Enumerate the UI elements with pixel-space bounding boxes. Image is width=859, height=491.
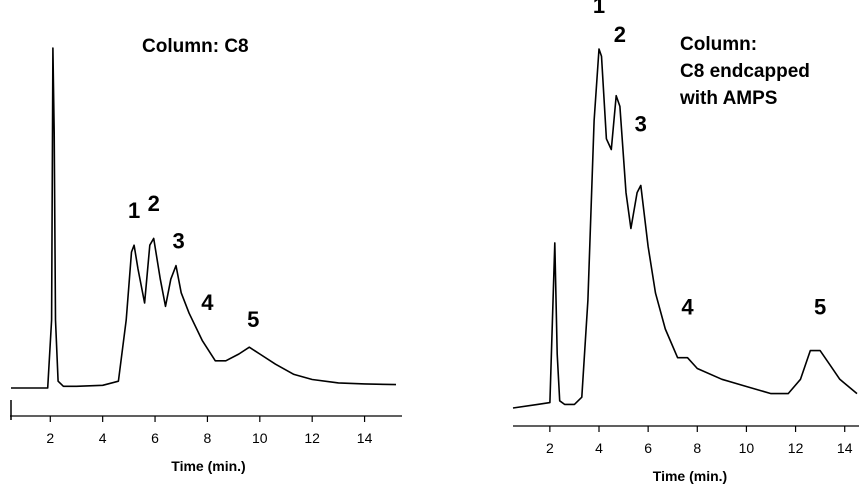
- peak-label: 3: [635, 112, 647, 137]
- x-tick-label: 14: [357, 430, 373, 446]
- x-tick-label: 12: [304, 430, 320, 446]
- peak-label: 4: [201, 290, 214, 315]
- x-axis-label: Time (min.): [171, 458, 245, 474]
- x-tick-label: 2: [46, 430, 54, 446]
- peak-label: 3: [172, 229, 184, 254]
- chart-title-line: Column: C8: [142, 36, 249, 57]
- chromatogram-trace: [512, 48, 858, 409]
- x-tick-label: 8: [204, 430, 212, 446]
- x-tick-label: 6: [151, 430, 159, 446]
- peak-label: 2: [148, 191, 160, 216]
- x-tick-label: 4: [595, 440, 603, 456]
- x-tick-label: 6: [644, 440, 652, 456]
- chart-title-line: Column:: [680, 34, 757, 55]
- peak-label: 4: [681, 295, 694, 320]
- peak-label: 5: [247, 307, 259, 332]
- x-tick-label: 12: [788, 440, 804, 456]
- x-tick-label: 8: [693, 440, 701, 456]
- x-tick-label: 10: [252, 430, 268, 446]
- chart-title-line: with AMPS: [679, 88, 777, 109]
- peak-label: 5: [814, 295, 826, 320]
- x-tick-label: 2: [546, 440, 554, 456]
- x-tick-label: 14: [837, 440, 853, 456]
- x-axis-label: Time (min.): [653, 468, 727, 484]
- peak-label: 2: [614, 22, 626, 47]
- chromatogram-trace: [11, 47, 397, 389]
- peak-label: 1: [593, 0, 605, 18]
- x-tick-label: 4: [99, 430, 107, 446]
- x-tick-label: 10: [739, 440, 755, 456]
- peak-label: 1: [128, 198, 140, 223]
- chart-title-line: C8 endcapped: [680, 61, 810, 82]
